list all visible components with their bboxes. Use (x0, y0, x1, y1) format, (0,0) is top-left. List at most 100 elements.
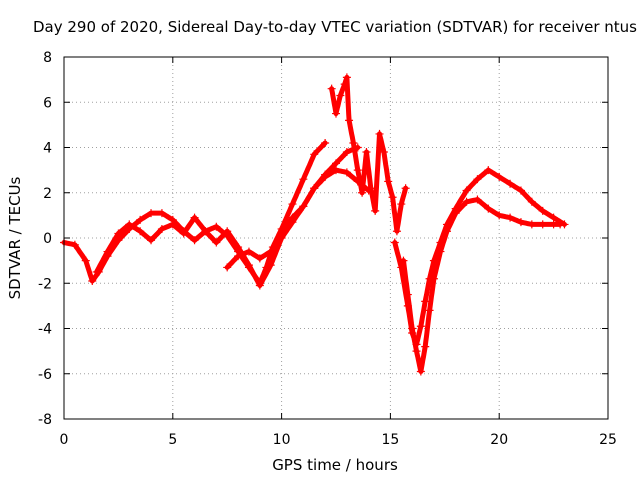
series-dip-a (390, 166, 569, 349)
data-point (327, 84, 336, 93)
data-point (429, 274, 438, 283)
data-point (421, 342, 430, 351)
data-point (516, 218, 525, 227)
data-point (234, 243, 243, 252)
series-track-c (223, 166, 373, 272)
data-point (473, 175, 482, 184)
x-tick-label: 10 (273, 432, 291, 448)
data-point (399, 256, 408, 265)
x-axis-label: GPS time / hours (272, 456, 398, 474)
data-point (549, 213, 558, 222)
y-tick-label: 8 (43, 50, 52, 66)
x-tick-label: 15 (381, 432, 399, 448)
data-point (462, 197, 471, 206)
data-point (234, 252, 243, 261)
data-point (288, 200, 297, 209)
data-point (190, 213, 199, 222)
data-point (527, 220, 536, 229)
data-point (125, 220, 134, 229)
data-point (70, 240, 79, 249)
data-point (484, 166, 493, 175)
data-point (277, 229, 286, 238)
data-point (436, 247, 445, 256)
data-point (201, 227, 210, 236)
data-point (332, 166, 340, 175)
data-point (451, 209, 460, 218)
data-point (379, 148, 388, 157)
data-point (342, 168, 351, 177)
data-point (321, 172, 330, 181)
data-point (462, 186, 471, 195)
series-storm-scatter (327, 73, 410, 236)
data-point (299, 175, 308, 184)
data-point (403, 290, 412, 299)
data-point (412, 347, 421, 356)
data-point (556, 220, 565, 229)
data-point (527, 197, 536, 206)
y-tick-label: -4 (38, 322, 52, 338)
chart-title: Day 290 of 2020, Sidereal Day-to-day VTE… (33, 18, 637, 36)
data-point (371, 206, 380, 215)
data-point (81, 256, 90, 265)
data-point (425, 306, 434, 315)
y-tick-label: 6 (43, 95, 52, 111)
data-point (190, 236, 199, 245)
series-dip-b (399, 195, 565, 376)
data-point (349, 138, 358, 147)
data-point (212, 238, 221, 247)
data-point (366, 184, 375, 193)
data-point (340, 80, 349, 89)
y-tick-labels: -8 -6 -4 -2 0 2 4 6 8 (38, 50, 52, 428)
data-point (136, 227, 145, 236)
y-axis-label: SDTVAR / TECUs (6, 176, 24, 299)
data-point (255, 254, 264, 263)
y-tick-label: 0 (43, 231, 52, 247)
data-point (392, 227, 401, 236)
data-point (358, 188, 367, 197)
data-point (88, 276, 97, 285)
data-point (310, 184, 319, 193)
data-point (336, 91, 345, 100)
data-point (212, 222, 221, 231)
data-point (506, 213, 515, 222)
data-point (288, 213, 297, 222)
data-point (345, 116, 354, 125)
y-tick-label: 4 (43, 141, 52, 157)
y-tick-label: -2 (38, 276, 52, 292)
data-point (390, 238, 399, 247)
data-point (310, 150, 319, 159)
data-point (168, 220, 177, 229)
data-point (147, 209, 156, 218)
y-tick-label: -8 (38, 412, 52, 428)
data-point (244, 261, 253, 270)
data-series (60, 73, 569, 376)
data-point (223, 227, 232, 236)
data-point (353, 166, 362, 175)
data-point (157, 209, 166, 218)
data-point (401, 184, 410, 193)
data-point (103, 247, 112, 256)
data-point (421, 297, 430, 306)
data-point (92, 267, 101, 276)
data-point (136, 215, 145, 224)
data-point (538, 220, 547, 229)
x-tick-label: 5 (168, 432, 177, 448)
data-point (408, 324, 417, 333)
data-point (375, 129, 384, 138)
data-point (266, 247, 275, 256)
data-point (266, 261, 275, 270)
x-tick-label: 25 (599, 432, 617, 448)
data-point (538, 206, 547, 215)
data-point (332, 159, 340, 168)
data-point (321, 138, 330, 147)
data-point (179, 229, 188, 238)
data-point (516, 186, 525, 195)
data-point (495, 172, 504, 181)
data-point (442, 227, 451, 236)
data-point (506, 179, 515, 188)
data-point (299, 202, 308, 211)
y-tick-label: -6 (38, 367, 52, 383)
data-point (223, 263, 232, 272)
data-point (397, 200, 406, 209)
series-trace (392, 167, 567, 347)
